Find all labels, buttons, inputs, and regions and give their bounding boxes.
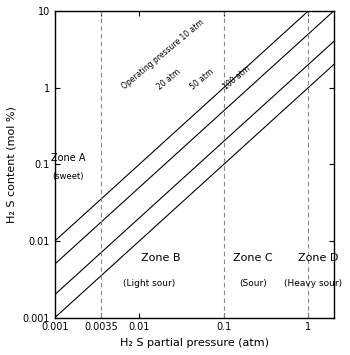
Y-axis label: H₂ S content (mol %): H₂ S content (mol %) xyxy=(7,106,17,223)
Text: Zone B: Zone B xyxy=(141,253,181,263)
Text: Zone C: Zone C xyxy=(233,253,273,263)
Text: Zone D: Zone D xyxy=(298,253,338,263)
Text: Zone A: Zone A xyxy=(51,153,86,163)
Text: (Heavy sour): (Heavy sour) xyxy=(285,279,343,288)
Text: Operating pressure 10 atm: Operating pressure 10 atm xyxy=(120,18,206,91)
Text: (Light sour): (Light sour) xyxy=(123,279,175,288)
Text: 20 atm: 20 atm xyxy=(155,67,182,91)
Text: (Sour): (Sour) xyxy=(239,279,267,288)
Text: 50 atm: 50 atm xyxy=(189,67,216,91)
Text: (sweet): (sweet) xyxy=(53,172,84,181)
X-axis label: H₂ S partial pressure (atm): H₂ S partial pressure (atm) xyxy=(120,338,269,348)
Text: 100 atm: 100 atm xyxy=(222,64,252,91)
